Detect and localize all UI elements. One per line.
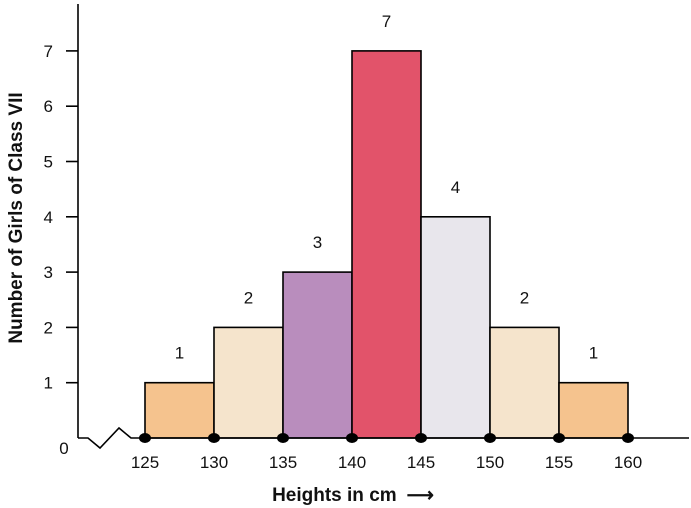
x-axis-title: Heights in cm ⟶ [272, 485, 434, 506]
bar-value-label: 2 [244, 288, 253, 307]
histogram-bar-150-155 [489, 326, 560, 439]
x-tick-dot [484, 433, 496, 443]
x-tick-label: 130 [200, 453, 228, 472]
histogram-bar-155-160 [558, 381, 629, 439]
x-tick-dot [622, 433, 634, 443]
x-tick-label: 140 [338, 453, 366, 472]
y-tick-label: 6 [44, 97, 53, 116]
x-tick-dot [346, 433, 358, 443]
histogram-bar-145-150 [420, 216, 491, 439]
origin-label: 0 [59, 439, 68, 458]
x-tick-label: 160 [614, 453, 642, 472]
bar-value-label: 3 [313, 233, 322, 252]
x-axis-break-line [78, 426, 689, 450]
bar-value-label: 7 [382, 12, 391, 31]
y-axis-title: Number of Girls of Class VII [6, 92, 27, 343]
histogram-bar-130-135 [213, 326, 284, 439]
x-tick-dot [415, 433, 427, 443]
bar-value-label: 4 [451, 178, 460, 197]
histogram-bar-135-140 [282, 271, 353, 439]
x-tick-dot [553, 433, 565, 443]
bar-value-label: 1 [175, 344, 184, 363]
y-tick-label: 5 [44, 153, 53, 172]
axes-layer [77, 4, 689, 450]
bar-value-label: 2 [520, 288, 529, 307]
x-tick-label: 155 [545, 453, 573, 472]
y-tick-label: 7 [44, 42, 53, 61]
y-tick-label: 3 [44, 263, 53, 282]
right-arrow-icon: ⟶ [407, 485, 434, 506]
x-tick-label: 145 [407, 453, 435, 472]
histogram-bar-140-145 [351, 50, 422, 439]
bars-layer [144, 50, 629, 439]
y-ticks-layer: 1 2 3 4 5 6 7 [44, 42, 78, 393]
data-labels-layer: 1 2 3 7 4 2 1 [175, 12, 598, 363]
x-axis-title-text: Heights in cm [272, 485, 397, 506]
x-tick-dot [208, 433, 220, 443]
y-tick-label: 1 [44, 374, 53, 393]
histogram-bar-125-130 [144, 381, 215, 439]
x-tick-dot [277, 433, 289, 443]
x-tick-dot [139, 433, 151, 443]
x-tick-label: 125 [131, 453, 159, 472]
y-tick-label: 2 [44, 318, 53, 337]
x-ticks-layer: 125 130 135 140 145 150 155 160 [131, 433, 642, 472]
x-tick-label: 150 [476, 453, 504, 472]
y-tick-label: 4 [44, 208, 53, 227]
bar-value-label: 1 [589, 344, 598, 363]
x-tick-label: 135 [269, 453, 297, 472]
